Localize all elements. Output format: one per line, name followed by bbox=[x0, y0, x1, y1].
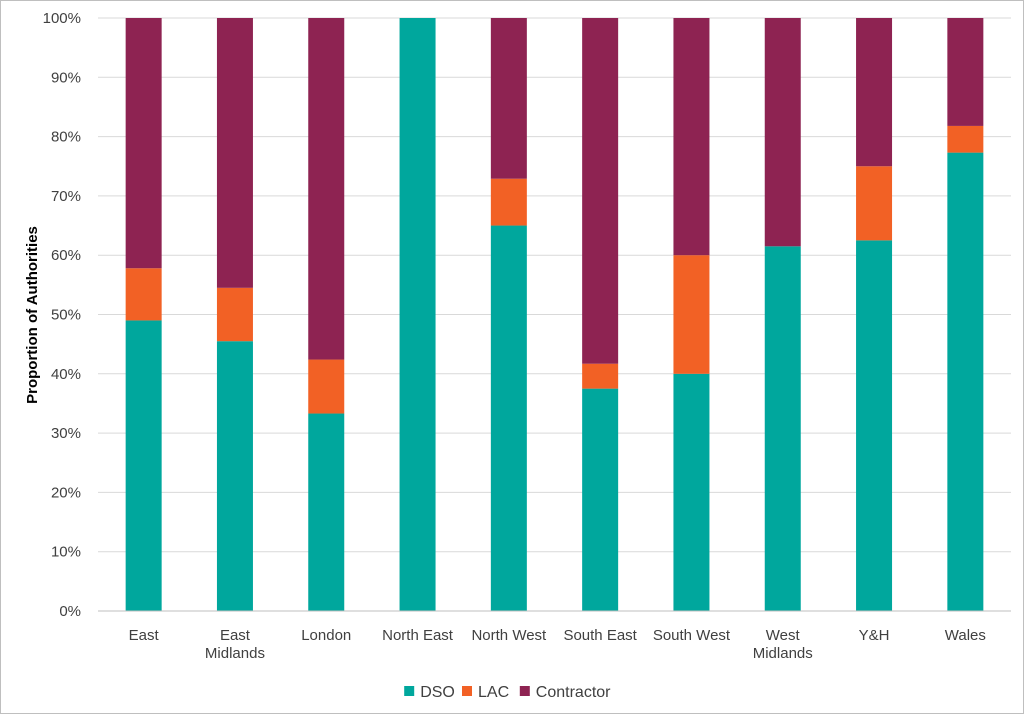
bar-segment-contractor bbox=[582, 18, 619, 364]
x-tick-label: Y&H bbox=[859, 627, 890, 644]
bar-segment-contractor bbox=[216, 18, 253, 288]
bar-segment-dso bbox=[399, 18, 436, 611]
y-tick-label: 100% bbox=[43, 10, 81, 27]
legend-swatch-lac bbox=[462, 686, 472, 696]
bar-segment-lac bbox=[490, 178, 527, 226]
bar-segment-lac bbox=[216, 287, 253, 342]
x-tick-label: North East bbox=[382, 627, 454, 644]
y-tick-label: 60% bbox=[51, 247, 81, 264]
y-tick-label: 0% bbox=[59, 603, 81, 620]
bar-segment-lac bbox=[125, 268, 162, 321]
legend-label-lac: LAC bbox=[478, 684, 509, 701]
bar-segment-dso bbox=[764, 246, 801, 611]
bar-segment-contractor bbox=[673, 18, 710, 256]
x-tick-label: London bbox=[301, 627, 351, 644]
y-tick-label: 20% bbox=[51, 484, 81, 501]
x-tick-label: West Midlands bbox=[753, 627, 813, 662]
legend-label-contractor: Contractor bbox=[536, 684, 611, 701]
bar-segment-dso bbox=[490, 225, 527, 612]
legend-label-dso: DSO bbox=[420, 684, 455, 701]
bar-segment-lac bbox=[856, 166, 893, 241]
y-tick-label: 30% bbox=[51, 425, 81, 442]
legend-swatch-dso bbox=[404, 686, 415, 696]
bar-segment-dso bbox=[125, 320, 162, 611]
bar-segment-dso bbox=[856, 240, 893, 611]
x-tick-label: South East bbox=[563, 627, 637, 644]
x-tick-label: North West bbox=[471, 627, 547, 644]
bars bbox=[125, 18, 984, 612]
bar-segment-lac bbox=[673, 255, 710, 374]
legend-swatch-contractor bbox=[519, 686, 530, 696]
bar-segment-dso bbox=[673, 373, 710, 611]
bar-segment-contractor bbox=[764, 18, 801, 247]
bar-segment-dso bbox=[947, 152, 984, 611]
y-tick-label: 90% bbox=[51, 69, 81, 86]
x-tick-label: East bbox=[129, 627, 160, 644]
y-tick-label: 70% bbox=[51, 188, 81, 205]
bar-segment-contractor bbox=[856, 18, 893, 167]
y-tick-label: 50% bbox=[51, 307, 81, 324]
legend: DSO LAC Contractor bbox=[404, 684, 611, 701]
bar-segment-contractor bbox=[308, 18, 345, 360]
y-tick-label: 40% bbox=[51, 366, 81, 383]
bar-segment-dso bbox=[216, 341, 253, 611]
x-tick-label: Wales bbox=[945, 627, 986, 644]
bar-segment-contractor bbox=[490, 18, 527, 179]
x-tick-label: East Midlands bbox=[205, 627, 265, 662]
bar-segment-lac bbox=[947, 125, 984, 153]
bar-segment-dso bbox=[308, 413, 345, 611]
axes: 0% 10% 20% 30% 40% 50% 60% 70% 80% 90% 100% East Eas… bbox=[43, 10, 1011, 662]
bar-segment-dso bbox=[582, 388, 619, 611]
bar-segment-lac bbox=[582, 363, 619, 389]
y-tick-label: 80% bbox=[51, 129, 81, 146]
y-axis-label: Proportion of Authorities bbox=[24, 226, 41, 404]
bar-segment-lac bbox=[308, 359, 345, 414]
bar-segment-contractor bbox=[125, 18, 162, 269]
y-tick-label: 10% bbox=[51, 544, 81, 561]
bar-segment-contractor bbox=[947, 18, 984, 126]
x-tick-label: South West bbox=[653, 627, 731, 644]
